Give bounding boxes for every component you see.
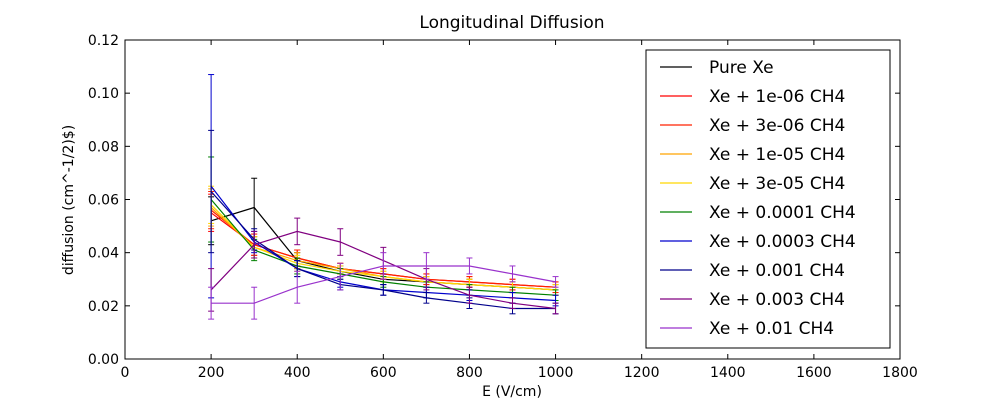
x-tick-label: 1000 xyxy=(538,365,574,381)
y-axis-label: diffusion (cm^-1/2)$) xyxy=(61,125,77,275)
x-tick-label: 800 xyxy=(456,365,483,381)
error-bar xyxy=(466,286,473,304)
legend-item: Xe + 0.0003 CH4 xyxy=(660,232,856,252)
error-bar xyxy=(337,228,344,256)
x-axis-label: E (V/cm) xyxy=(482,384,542,400)
y-tick-label: 0.00 xyxy=(88,352,119,368)
legend-item: Pure Xe xyxy=(660,58,774,78)
legend-label: Pure Xe xyxy=(709,58,774,78)
error-bar xyxy=(251,177,258,238)
error-bar xyxy=(380,284,387,296)
y-tick-label: 0.04 xyxy=(88,246,119,262)
series-9 xyxy=(208,252,559,320)
y-tick-label: 0.12 xyxy=(88,33,119,49)
y-tick-label: 0.06 xyxy=(88,193,119,209)
x-tick-label: 200 xyxy=(198,365,225,381)
error-bar xyxy=(251,230,258,259)
legend-label: Xe + 0.0001 CH4 xyxy=(709,203,856,223)
legend-item: Xe + 3e-06 CH4 xyxy=(660,116,845,136)
error-bar xyxy=(423,252,430,280)
legend-item: Xe + 1e-05 CH4 xyxy=(660,145,845,165)
legend-label: Xe + 3e-06 CH4 xyxy=(709,116,845,136)
legend-item: Xe + 0.001 CH4 xyxy=(660,261,845,281)
y-tick-label: 0.08 xyxy=(88,139,119,155)
legend-label: Xe + 0.003 CH4 xyxy=(709,290,845,310)
error-bar xyxy=(208,286,215,320)
error-bar xyxy=(552,302,559,315)
error-bar xyxy=(208,129,215,254)
error-bar xyxy=(294,217,301,246)
error-bar xyxy=(423,292,430,304)
axes-layer: 0 200 400 600 800 1000 1200 1400 1600 1800 0.00 0.0… xyxy=(88,33,918,381)
x-tick-label: 600 xyxy=(370,365,397,381)
legend-label: Xe + 0.001 CH4 xyxy=(709,261,845,281)
y-tick-label: 0.02 xyxy=(88,299,119,315)
chart-title: Longitudinal Diffusion xyxy=(419,13,604,33)
legend-item: Xe + 0.003 CH4 xyxy=(660,290,845,310)
error-bar xyxy=(251,286,258,320)
x-tick-label: 1600 xyxy=(796,365,832,381)
error-bar xyxy=(294,270,301,304)
error-bar xyxy=(380,252,387,280)
legend-box xyxy=(645,49,891,349)
legend-item: Xe + 0.0001 CH4 xyxy=(660,203,856,223)
legend-label: Xe + 1e-06 CH4 xyxy=(709,87,845,107)
legend-label: Xe + 1e-05 CH4 xyxy=(709,145,845,165)
x-tick-label: 1200 xyxy=(624,365,660,381)
error-bar xyxy=(509,265,516,283)
legend-label: Xe + 0.0003 CH4 xyxy=(709,232,856,252)
error-bar xyxy=(552,276,559,288)
x-tick-label: 1800 xyxy=(882,365,918,381)
legend-label: Xe + 3e-05 CH4 xyxy=(709,174,845,194)
legend-label: Xe + 0.01 CH4 xyxy=(709,319,834,339)
x-tick-label: 400 xyxy=(284,365,311,381)
legend-item: Xe + 0.01 CH4 xyxy=(660,319,834,339)
y-tick-label: 0.10 xyxy=(88,86,119,102)
error-bar xyxy=(466,257,473,275)
error-bar xyxy=(337,262,344,291)
error-bar xyxy=(509,297,516,309)
legend-item: Xe + 1e-06 CH4 xyxy=(660,87,845,107)
x-tick-label: 1400 xyxy=(710,365,746,381)
legend-item: Xe + 3e-05 CH4 xyxy=(660,174,845,194)
series-7 xyxy=(208,129,559,315)
x-tick-label: 0 xyxy=(121,365,130,381)
series-layer xyxy=(208,74,559,320)
legend: Pure Xe Xe + 1e-06 CH4 Xe + 3e-06 CH4 Xe + … xyxy=(645,49,891,349)
